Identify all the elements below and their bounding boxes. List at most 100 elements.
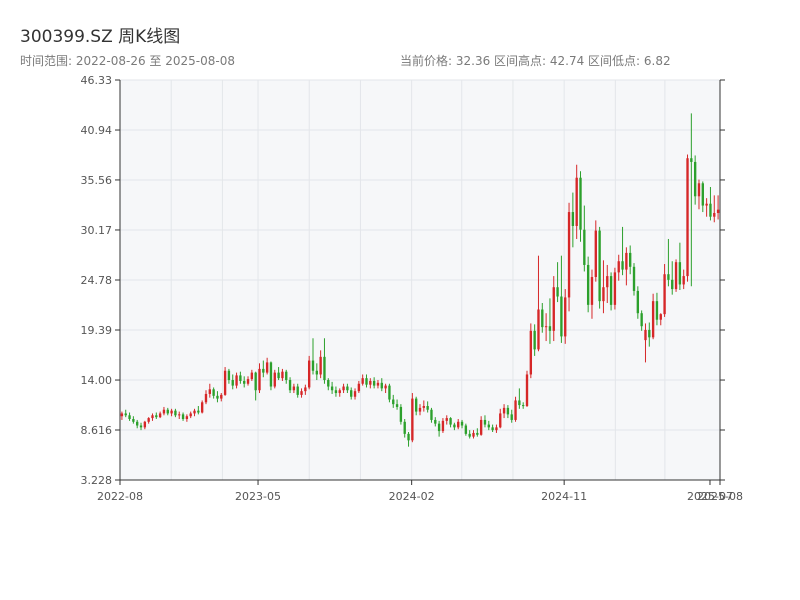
candle-body [705,203,708,206]
candle-body [296,386,299,395]
candle-body [506,407,510,415]
candle-body [197,410,200,413]
candle-body [147,418,150,422]
candle-body [441,420,445,432]
candle-body [701,183,704,206]
candle-body [709,203,712,217]
candle-body [155,415,158,418]
candle-body [434,419,437,424]
candle-body [586,264,590,305]
candle-body [204,393,208,403]
candle-body [682,276,685,285]
candle-body [659,314,662,320]
candle-body [311,360,315,371]
candle-body [300,391,303,395]
candle-body [453,424,456,428]
candle-body [151,415,154,419]
candle-body [449,418,452,425]
candle-body [716,209,720,213]
candle-body [338,390,341,394]
candle-body [479,419,483,435]
candle-body [399,406,403,422]
candle-body [212,389,215,396]
candle-body [541,309,544,328]
candle-body [617,261,620,273]
candle-body [334,390,338,394]
candle-body [269,362,273,387]
x-tick-label: 2025-07 [687,490,733,503]
candle-body [388,385,391,400]
candle-body [372,380,376,386]
candle-body [319,356,322,375]
candle-body [162,409,166,414]
candle-body [602,287,605,302]
candle-body [548,326,552,331]
candle-body [376,382,380,386]
candle-body [686,158,689,277]
candle-body [556,287,559,297]
candle-body [632,266,636,291]
candle-body [136,421,139,426]
candle-body [609,276,613,305]
candle-body [254,372,257,391]
candle-body [522,405,525,407]
candle-body [468,433,471,437]
candle-body [487,424,490,428]
candle-body [128,415,131,420]
candle-body [353,391,357,397]
y-tick-label: 19.39 [81,324,113,337]
candle-body [667,274,670,280]
candle-body [193,410,196,414]
candle-body [560,296,563,337]
candle-body [185,416,189,420]
candle-body [235,375,238,386]
candle-body [124,413,127,416]
candle-body [502,407,506,414]
candle-body [181,414,185,420]
candle-body [246,379,250,384]
candle-body [457,421,460,428]
candle-body [178,414,181,416]
candle-body [571,212,575,226]
candle-body [564,297,567,337]
candle-body [132,419,135,422]
candle-body [690,158,693,162]
candle-body [369,380,372,385]
candle-body [495,427,498,431]
candle-body [476,432,479,435]
candle-body [674,262,678,290]
x-tick-label: 2024-11 [541,490,587,503]
candle-body [414,398,418,412]
candle-body [544,326,548,328]
candle-body [327,380,330,387]
candle-body [606,276,609,288]
candle-body [697,183,701,197]
candle-body [285,371,288,381]
chart-subtitle-price-stats: 当前价格: 32.36 区间高点: 42.74 区间低点: 6.82 [400,54,671,68]
candle-body [491,427,494,431]
candle-body [281,371,284,379]
candle-body [227,370,231,381]
y-tick-label: 30.17 [81,224,113,237]
candle-body [655,301,659,320]
candle-body [460,421,464,426]
candle-body [583,229,586,265]
candle-body [525,374,529,407]
candle-body [426,406,429,410]
candle-body [644,329,647,341]
candle-body [529,330,533,375]
candle-body [350,390,353,397]
y-tick-label: 46.33 [81,74,113,87]
candle-body [514,400,517,420]
candle-body [365,378,368,385]
y-tick-label: 35.56 [81,174,113,187]
candle-body [265,362,269,373]
candle-body [174,410,177,416]
candle-body [636,290,640,314]
candle-body [651,301,655,338]
candle-body [464,425,468,434]
candle-body [621,261,624,270]
candle-body [407,433,410,441]
candle-body [200,402,204,413]
